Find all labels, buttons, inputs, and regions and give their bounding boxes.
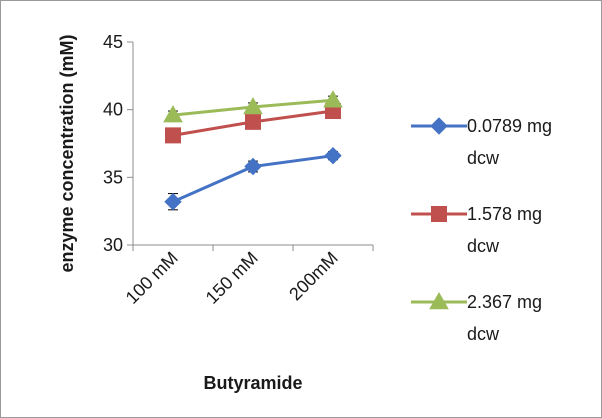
legend-label: 1.578 mg dcw (467, 204, 542, 256)
data-point (163, 105, 183, 123)
series-1 (164, 146, 342, 211)
x-tick-label: 200mM (285, 248, 342, 305)
data-point (164, 192, 182, 211)
data-point (244, 157, 262, 176)
legend-marker (430, 117, 448, 135)
x-tick-label: 150 mM (202, 248, 262, 308)
data-point (245, 113, 261, 130)
legend-label: 0.0789 mg dcw (467, 116, 552, 168)
data-point (243, 96, 263, 115)
axes: 30 35 40 45 100 mM 150 mM 200mM (103, 32, 374, 308)
data-point (165, 127, 181, 144)
y-axis-title: enzyme concentration (mM) (57, 34, 77, 272)
legend-item: 2.367 mg dcw (411, 291, 542, 344)
data-point (324, 146, 342, 165)
data-point (323, 90, 343, 108)
series-layer (163, 90, 343, 211)
y-tick-label: 45 (103, 32, 123, 52)
x-tick-label: 100 mM (122, 248, 182, 308)
legend-marker (431, 206, 447, 222)
y-tick-label: 30 (103, 235, 123, 255)
series-3 (163, 90, 343, 123)
legend-item: 0.0789 mg dcw (411, 116, 552, 168)
x-axis-title: Butyramide (203, 373, 302, 393)
legend-marker (429, 291, 449, 310)
y-tick-label: 35 (103, 167, 123, 187)
legend-item: 1.578 mg dcw (411, 204, 542, 256)
y-tick-label: 40 (103, 100, 123, 120)
legend: 0.0789 mg dcw 1.578 mg dcw 2.367 mg dcw (411, 116, 552, 344)
legend-label: 2.367 mg dcw (467, 292, 542, 344)
